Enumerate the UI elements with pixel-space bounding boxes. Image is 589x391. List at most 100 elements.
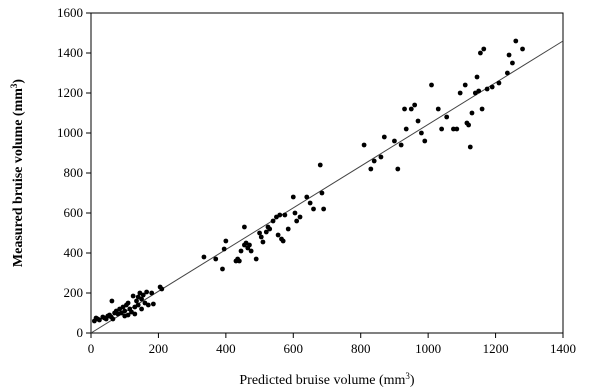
x-tick-label: 400 [216, 341, 236, 356]
data-point [277, 212, 283, 218]
data-point [408, 106, 414, 112]
y-tick-label: 400 [64, 245, 84, 260]
data-point [139, 306, 144, 312]
y-tick-label: 800 [64, 165, 84, 180]
data-point [248, 248, 254, 254]
regression-line [90, 40, 564, 334]
data-point [510, 60, 515, 66]
data-point [275, 232, 281, 238]
data-point [319, 190, 325, 196]
data-point [285, 226, 291, 232]
data-point [457, 90, 463, 96]
data-point [247, 242, 252, 248]
data-point [109, 298, 115, 304]
data-point [474, 74, 480, 80]
x-tick-label: 1200 [483, 341, 509, 356]
x-tick-label: 600 [284, 341, 304, 356]
data-point [476, 88, 482, 94]
data-point [462, 82, 468, 88]
data-point [307, 200, 313, 206]
data-point [435, 106, 441, 112]
data-point [145, 302, 151, 308]
data-point [125, 300, 131, 306]
data-point [479, 106, 485, 112]
y-tick-label: 1000 [57, 125, 83, 140]
data-point [381, 134, 387, 140]
data-point [159, 286, 165, 292]
data-point [371, 158, 377, 164]
data-point [520, 46, 525, 52]
x-tick-label: 1000 [415, 341, 441, 356]
data-point [201, 254, 207, 260]
data-point [504, 70, 510, 76]
data-point [429, 82, 434, 88]
y-tick-label: 0 [77, 325, 84, 340]
data-point [221, 246, 227, 252]
data-point [260, 239, 266, 245]
data-point [454, 126, 460, 132]
data-point [481, 46, 487, 52]
data-point [489, 84, 495, 90]
x-tick-label: 200 [149, 341, 169, 356]
x-axis-ticks: 0 200 400 600 800 1000 1200 1400 [88, 333, 576, 356]
y-tick-label: 1400 [57, 45, 83, 60]
data-point [311, 206, 316, 212]
data-point [478, 50, 483, 56]
data-point [213, 256, 219, 262]
data-point [140, 292, 146, 298]
y-tick-label: 600 [64, 205, 84, 220]
data-point [297, 214, 303, 220]
data-point [402, 106, 407, 112]
data-point [398, 142, 404, 148]
data-point [378, 154, 384, 160]
data-points [91, 38, 525, 324]
data-point [290, 194, 296, 200]
data-point [466, 122, 471, 128]
x-tick-label: 0 [88, 341, 95, 356]
data-point [451, 126, 456, 132]
data-point [242, 224, 247, 230]
data-point [125, 312, 131, 318]
data-point [496, 80, 502, 86]
data-point [422, 138, 428, 144]
data-point [506, 52, 512, 58]
x-tick-label: 800 [351, 341, 371, 356]
data-point [419, 130, 424, 136]
y-axis-title: Measured bruise volume (mm3) [9, 79, 26, 268]
data-point [135, 302, 141, 308]
data-point [317, 162, 323, 168]
data-point [253, 256, 259, 262]
data-point [439, 126, 445, 132]
data-point [263, 229, 269, 235]
data-point [513, 38, 519, 44]
data-point [415, 118, 421, 124]
data-point [395, 166, 401, 172]
data-point [403, 126, 409, 132]
data-point [467, 144, 473, 150]
data-point [134, 298, 139, 304]
data-point [110, 316, 116, 322]
data-point [220, 266, 225, 272]
data-point [130, 293, 136, 299]
data-point [412, 102, 418, 108]
x-tick-label: 1400 [550, 341, 576, 356]
data-point [368, 166, 374, 172]
data-point [144, 289, 150, 295]
y-tick-label: 1600 [57, 5, 83, 20]
data-point [267, 226, 273, 232]
data-point [97, 317, 102, 323]
data-point [282, 212, 288, 218]
y-tick-label: 1200 [57, 85, 83, 100]
data-point [149, 290, 155, 296]
y-axis-ticks: 0 200 400 600 800 1000 1200 1400 1600 [57, 5, 91, 340]
x-axis-title: Predicted bruise volume (mm3) [239, 371, 415, 388]
data-point [238, 248, 244, 254]
data-point [484, 86, 490, 92]
data-point [122, 308, 128, 314]
plot-frame [90, 12, 564, 334]
data-point [361, 142, 367, 148]
data-point [321, 206, 327, 212]
data-point [150, 301, 156, 307]
data-point [223, 238, 229, 244]
